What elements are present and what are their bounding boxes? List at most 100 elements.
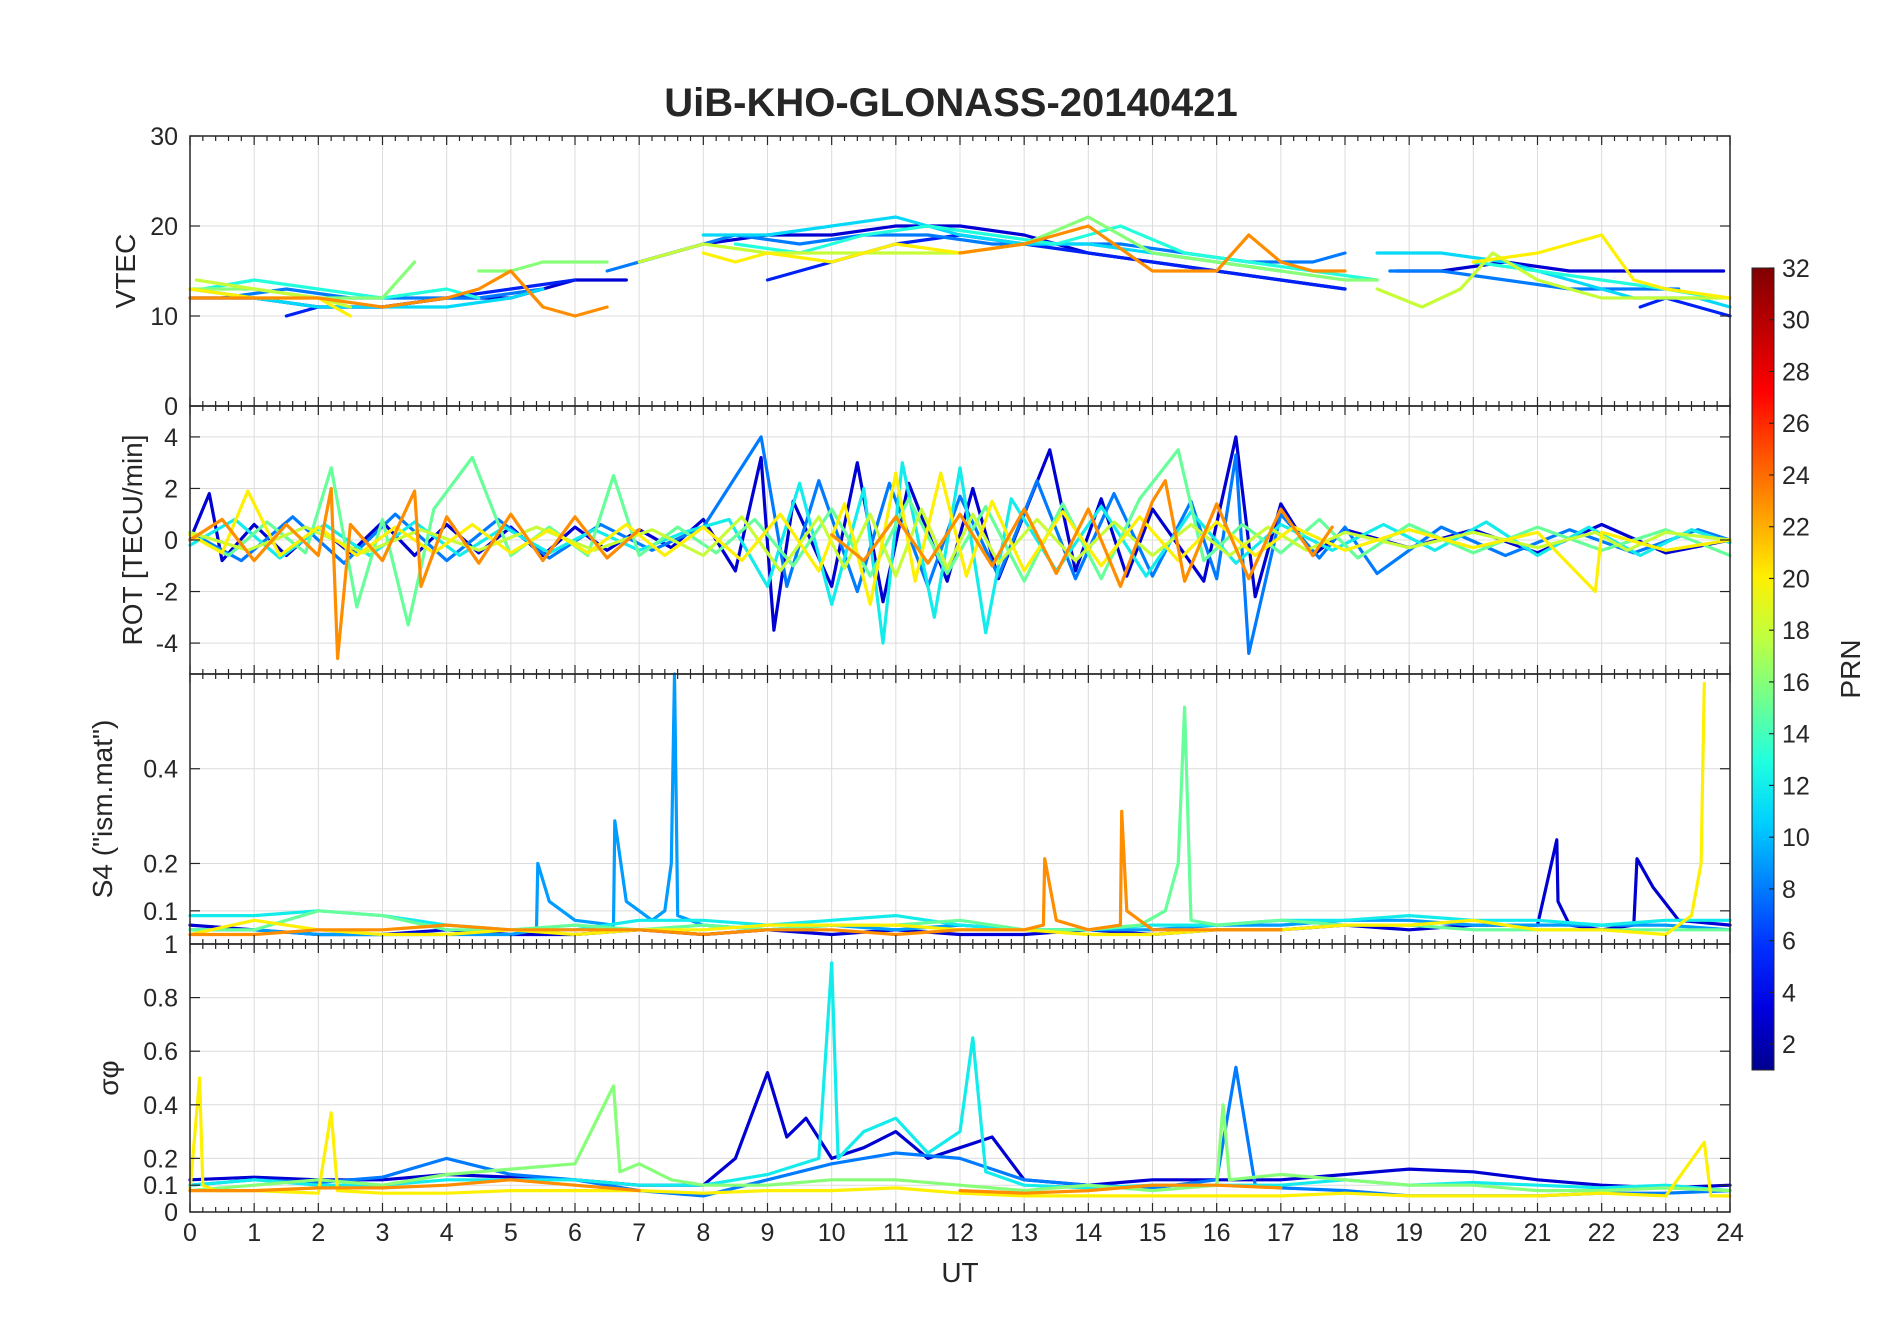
x-tick-labels: 0 1 2 3 4 5 6 7 8 9 10 11 12 13 14 15 16 17 18 19 20 21 22 23 24 [183, 1219, 1744, 1247]
panel-sigma-phi: 00.10.2 0.4 0.6 0.8 1 σφ [93, 931, 1732, 1227]
colorbar-tick-label: 28 [1782, 358, 1810, 386]
colorbar-tick-label: 30 [1782, 307, 1810, 335]
colorbar-tick-label: 26 [1782, 410, 1810, 438]
y-tick-label: 0.2 [143, 1145, 178, 1173]
colorbar-gradient [1751, 267, 1775, 1071]
series-line-prn-8 [1388, 269, 1681, 291]
y-tick-label: 2 [164, 475, 178, 503]
colorbar-tick-label: 24 [1782, 462, 1810, 490]
series-line-prn-18 [194, 278, 352, 309]
panel-vtec: 0 10 20 30 VTEC [110, 123, 1732, 421]
y-tick-label: -2 [156, 579, 178, 607]
x-tick-label: 21 [1524, 1219, 1552, 1247]
x-tick-label: 4 [440, 1219, 454, 1247]
y-tick-label: 1 [164, 931, 178, 959]
y-tick-label: 0 [164, 393, 178, 421]
y-tick-label: 20 [150, 213, 178, 241]
series-line-prn-13 [733, 224, 1379, 282]
y-tick-label: 0.4 [143, 756, 178, 784]
x-tick-label: 1 [247, 1219, 261, 1247]
y-tick-label: 0 [164, 527, 178, 555]
x-tick-label: 23 [1652, 1219, 1680, 1247]
x-tick-label: 6 [568, 1219, 582, 1247]
y-tick-label: 0.6 [143, 1038, 178, 1066]
ylabel-rot: ROT [TECU/min] [117, 434, 148, 645]
x-tick-label: 16 [1203, 1219, 1231, 1247]
colorbar-label: PRN [1835, 639, 1866, 698]
colorbar-tick-label: 6 [1782, 928, 1796, 956]
series-line-prn-23 [958, 1183, 1283, 1195]
x-tick-label: 9 [761, 1219, 775, 1247]
x-tick-label: 19 [1395, 1219, 1423, 1247]
x-tick-label: 3 [376, 1219, 390, 1247]
x-tick-label: 5 [504, 1219, 518, 1247]
ticks-s4: 0.1 0.2 0.4 [143, 674, 1731, 944]
series-line-prn-20 [188, 1076, 1732, 1198]
colorbar-tick-label: 2 [1782, 1031, 1796, 1059]
x-tick-label: 0 [183, 1219, 197, 1247]
ticks-vtec: 0 10 20 30 [150, 123, 1731, 421]
y-tick-label: 0.1 [143, 1172, 178, 1200]
x-tick-label: 14 [1074, 1219, 1102, 1247]
x-tick-label: 11 [883, 1219, 909, 1247]
series-line-prn-20 [1471, 233, 1732, 300]
colorbar-tick-label: 20 [1782, 565, 1810, 593]
plot-area-sigma-phi [188, 961, 1732, 1198]
ticks-rot: -4 -2 0 2 4 [156, 406, 1731, 674]
x-tick-label: 20 [1459, 1219, 1487, 1247]
series-line-prn-16 [477, 260, 609, 273]
y-tick-label: 30 [150, 123, 178, 151]
colorbar-tick-label: 4 [1782, 979, 1796, 1007]
series-line-prn-23 [958, 224, 1347, 273]
chart-title: UiB-KHO-GLONASS-20140421 [664, 81, 1238, 125]
x-tick-label: 8 [696, 1219, 710, 1247]
colorbar-tick-label: 8 [1782, 876, 1796, 904]
panel-rot: -4 -2 0 2 4 ROT [TECU/min] [117, 405, 1732, 675]
x-tick-label: 13 [1010, 1219, 1038, 1247]
y-tick-label: 0.2 [143, 850, 178, 878]
colorbar-tick-label: 32 [1782, 255, 1810, 283]
y-tick-label: 0 [164, 1199, 178, 1227]
series-line-prn-13 [201, 278, 481, 300]
x-tick-label: 17 [1267, 1219, 1295, 1247]
colorbar-tick-label: 14 [1782, 721, 1810, 749]
y-tick-label: -4 [156, 630, 178, 658]
ylabel-sigma-phi: σφ [93, 1060, 124, 1095]
ylabel-s4: S4 ("ism.mat") [87, 720, 118, 899]
x-tick-label: 18 [1331, 1219, 1359, 1247]
plot-area-s4 [188, 672, 1732, 937]
y-tick-label: 4 [164, 424, 178, 452]
x-tick-label: 7 [632, 1219, 646, 1247]
series-line-prn-18 [188, 507, 1732, 578]
plot-area-rot [188, 435, 1732, 661]
y-tick-label: 0.8 [143, 985, 178, 1013]
ylabel-vtec: VTEC [110, 234, 141, 309]
y-tick-label: 0.1 [143, 898, 178, 926]
x-tick-label: 24 [1716, 1219, 1744, 1247]
series-line-prn-20 [188, 471, 1732, 606]
ticks-sigma-phi: 00.10.2 0.4 0.6 0.8 1 [143, 931, 1731, 1227]
colorbar-tick-label: 18 [1782, 617, 1810, 645]
x-tick-label: 22 [1588, 1219, 1616, 1247]
x-tick-label: 12 [946, 1219, 974, 1247]
colorbar-tick-label: 10 [1782, 824, 1810, 852]
x-tick-label: 10 [818, 1219, 846, 1247]
colorbar-tick-label: 22 [1782, 514, 1810, 542]
x-axis-label: UT [941, 1257, 978, 1288]
series-line-prn-23 [188, 809, 1283, 937]
series-line-prn-23 [830, 479, 1334, 588]
series-line-prn-23 [188, 1178, 641, 1193]
plot-area-vtec [188, 215, 1732, 318]
series-line-prn-12 [188, 461, 1732, 645]
series-line-prn-23 [188, 269, 609, 318]
series-line-prn-23 [188, 486, 641, 661]
series-line-prn-18 [1375, 251, 1732, 309]
x-tick-label: 2 [311, 1219, 325, 1247]
y-tick-label: 0.4 [143, 1092, 178, 1120]
series-line-prn-16 [188, 1084, 1732, 1193]
